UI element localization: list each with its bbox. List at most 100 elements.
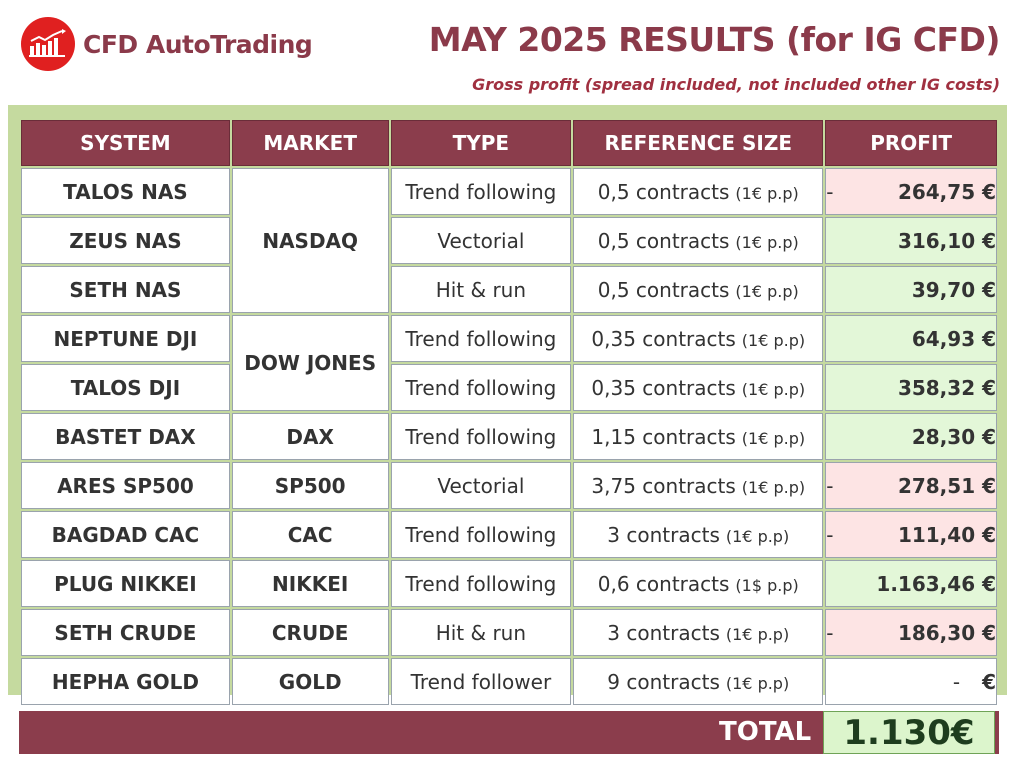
- table-row: SETH NAS Hit & run 0,5 contracts (1€ p.p)…: [21, 266, 997, 313]
- system-cell: PLUG NIKKEI: [21, 560, 230, 607]
- column-header-type: TYPE: [390, 120, 572, 166]
- profit-value: 1.163,46 €: [876, 571, 996, 596]
- profit-sign: -: [826, 179, 834, 204]
- system-cell: ARES SP500: [21, 462, 230, 509]
- profit-cell: 28,30 €: [825, 413, 997, 460]
- table-row: BASTET DAX DAX Trend following 1,15 cont…: [21, 413, 997, 460]
- system-cell: BASTET DAX: [21, 413, 230, 460]
- profit-cell: 64,93 €: [825, 315, 997, 362]
- table-row: HEPHA GOLD GOLD Trend follower 9 contrac…: [21, 658, 997, 705]
- size-unit: (1€ p.p): [741, 379, 806, 399]
- table-row: TALOS NAS NASDAQ Trend following 0,5 con…: [21, 168, 997, 313]
- reference-size-cell: 0,5 contracts (1€ p.p): [573, 168, 824, 215]
- page-title: MAY 2025 RESULTS (for IG CFD): [428, 20, 1001, 59]
- size-value: 9 contracts: [607, 669, 720, 694]
- profit-cell: - €: [825, 658, 997, 705]
- size-unit: (1€ p.p): [741, 330, 806, 350]
- profit-cell: - 186,30 €: [825, 609, 997, 656]
- column-header-system: SYSTEM: [21, 120, 230, 166]
- table-row: PLUG NIKKEI NIKKEI Trend following 0,6 c…: [21, 560, 997, 607]
- market-cell: CRUDE: [231, 609, 389, 656]
- table-header-row: SYSTEM MARKET TYPE REFERENCE SIZE PROFIT: [21, 120, 997, 166]
- system-cell: HEPHA GOLD: [21, 658, 230, 705]
- size-unit: (1€ p.p): [741, 428, 806, 448]
- table-row: SETH CRUDE CRUDE Hit & run 3 contracts (1…: [21, 609, 997, 656]
- profit-value: 316,10 €: [897, 228, 996, 253]
- size-value: 0,5 contracts: [597, 179, 730, 204]
- size-unit: (1$ p.p): [735, 575, 799, 595]
- size-value: 0,5 contracts: [597, 228, 730, 253]
- profit-value: 186,30 €: [897, 620, 996, 645]
- size-unit: (1€ p.p): [725, 673, 790, 693]
- market-cell: CAC: [231, 511, 389, 558]
- table-row: ARES SP500 SP500 Vectorial 3,75 contract…: [21, 462, 997, 509]
- market-cell: DAX: [231, 413, 389, 460]
- profit-cell: 316,10 €: [825, 217, 997, 264]
- type-cell: Trend following: [390, 560, 572, 607]
- bar-chart-icon: [21, 17, 75, 71]
- column-header-reference-size: REFERENCE SIZE: [573, 120, 824, 166]
- table-row: TALOS DJI Trend following 0,35 contracts…: [21, 364, 997, 411]
- size-value: 1,15 contracts: [591, 424, 736, 449]
- profit-value: 358,32 €: [897, 375, 996, 400]
- profit-cell: 358,32 €: [825, 364, 997, 411]
- profit-cell: 1.163,46 €: [825, 560, 997, 607]
- size-unit: (1€ p.p): [735, 232, 799, 252]
- reference-size-cell: 3 contracts (1€ p.p): [573, 511, 824, 558]
- size-value: 0,6 contracts: [597, 571, 730, 596]
- reference-size-cell: 1,15 contracts (1€ p.p): [573, 413, 824, 460]
- size-unit: (1€ p.p): [735, 281, 799, 301]
- type-cell: Trend following: [390, 168, 572, 215]
- column-header-profit: PROFIT: [825, 120, 997, 166]
- size-value: 0,35 contracts: [591, 375, 736, 400]
- market-cell: NIKKEI: [231, 560, 389, 607]
- table-row: BAGDAD CAC CAC Trend following 3 contrac…: [21, 511, 997, 558]
- profit-cell: 39,70 €: [825, 266, 997, 313]
- total-bar: TOTAL 1.130€: [19, 711, 999, 754]
- reference-size-cell: 0,6 contracts (1$ p.p): [573, 560, 824, 607]
- reference-size-cell: 3 contracts (1€ p.p): [573, 609, 824, 656]
- reference-size-cell: 3,75 contracts (1€ p.p): [573, 462, 824, 509]
- profit-value: 28,30 €: [911, 424, 996, 449]
- page-subtitle: Gross profit (spread included, not inclu…: [472, 75, 1000, 94]
- size-unit: (1€ p.p): [725, 526, 790, 546]
- market-cell: GOLD: [231, 658, 389, 705]
- results-table: SYSTEM MARKET TYPE REFERENCE SIZE PROFIT…: [19, 118, 999, 707]
- size-unit: (1€ p.p): [735, 183, 799, 203]
- reference-size-cell: 0,5 contracts (1€ p.p): [573, 266, 824, 313]
- reference-size-cell: 9 contracts (1€ p.p): [573, 658, 824, 705]
- profit-value: 64,93 €: [911, 326, 996, 351]
- type-cell: Vectorial: [390, 462, 572, 509]
- profit-value: 278,51 €: [897, 473, 996, 498]
- profit-sign: -: [826, 620, 834, 645]
- size-value: 3,75 contracts: [591, 473, 736, 498]
- profit-cell: - 278,51 €: [825, 462, 997, 509]
- system-cell: ZEUS NAS: [21, 217, 230, 264]
- size-value: 0,5 contracts: [597, 277, 730, 302]
- type-cell: Hit & run: [390, 266, 572, 313]
- profit-sign: -: [952, 669, 961, 694]
- system-cell: BAGDAD CAC: [21, 511, 230, 558]
- profit-value: 39,70 €: [911, 277, 996, 302]
- total-label: TOTAL: [719, 717, 812, 747]
- column-header-market: MARKET: [231, 120, 389, 166]
- profit-value: €: [982, 669, 996, 694]
- size-value: 3 contracts: [607, 620, 720, 645]
- market-cell: SP500: [231, 462, 389, 509]
- profit-sign: -: [826, 522, 834, 547]
- system-cell: TALOS DJI: [21, 364, 230, 411]
- size-value: 0,35 contracts: [591, 326, 736, 351]
- market-cell: NASDAQ: [231, 168, 389, 313]
- reference-size-cell: 0,5 contracts (1€ p.p): [573, 217, 824, 264]
- type-cell: Trend following: [390, 413, 572, 460]
- type-cell: Trend following: [390, 511, 572, 558]
- system-cell: TALOS NAS: [21, 168, 230, 215]
- system-cell: NEPTUNE DJI: [21, 315, 230, 362]
- profit-value: 111,40 €: [897, 522, 996, 547]
- system-cell: SETH NAS: [21, 266, 230, 313]
- profit-value: 264,75 €: [897, 179, 996, 204]
- brand-logo: CFD AutoTrading: [21, 17, 313, 71]
- size-value: 3 contracts: [607, 522, 720, 547]
- table-row: NEPTUNE DJI DOW JONES Trend following 0,…: [21, 315, 997, 411]
- system-cell: SETH CRUDE: [21, 609, 230, 656]
